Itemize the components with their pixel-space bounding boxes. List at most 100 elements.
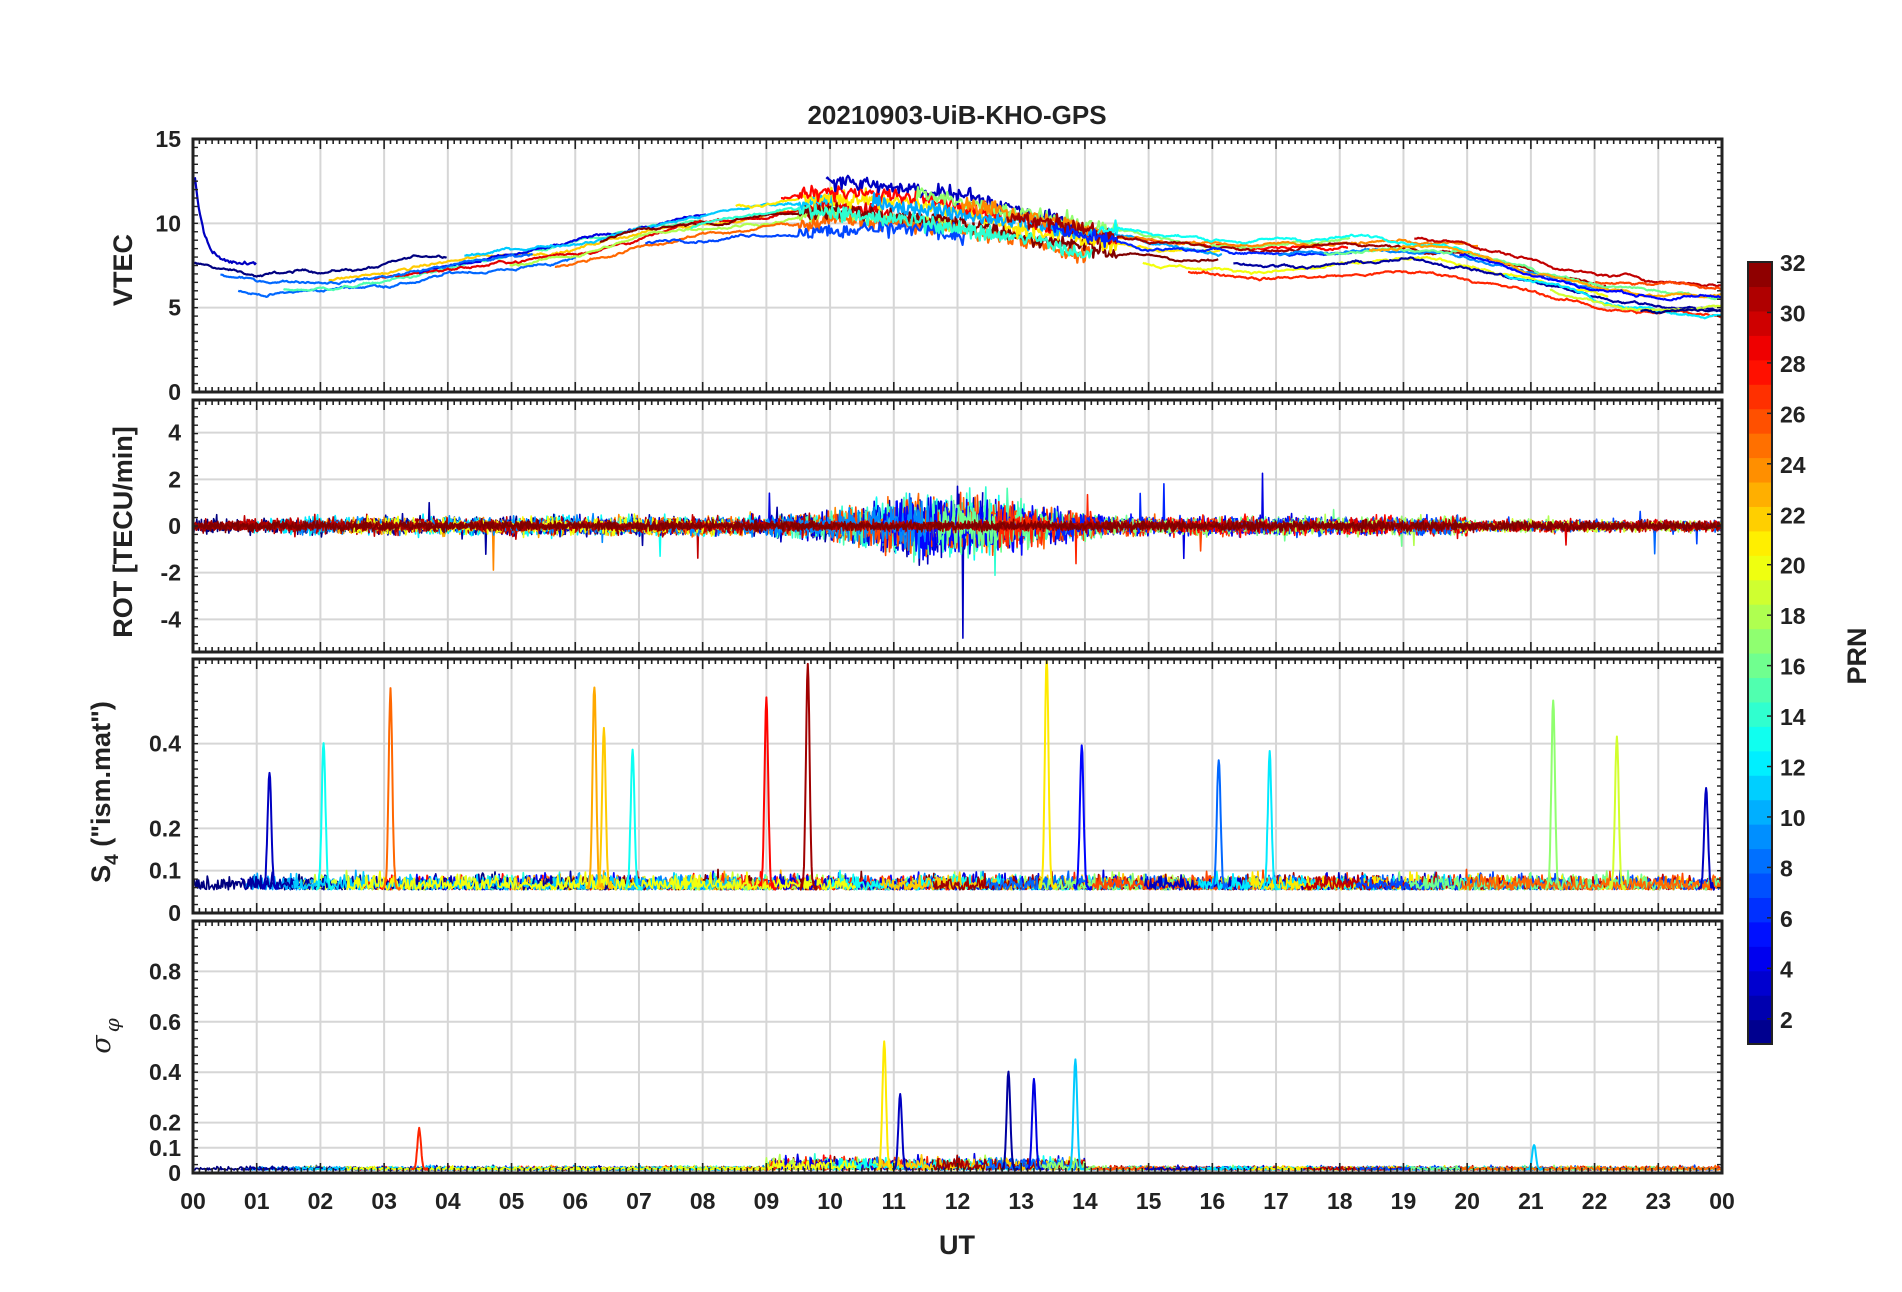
y-tick-label: 10 bbox=[155, 210, 181, 236]
y-tick-label: 0 bbox=[168, 379, 181, 405]
x-tick-label: 19 bbox=[1391, 1188, 1417, 1214]
colorbar-tick-label: 24 bbox=[1780, 452, 1806, 478]
y-tick-label: 0 bbox=[168, 513, 181, 539]
colorbar-segment bbox=[1748, 824, 1772, 850]
vtec-line bbox=[825, 174, 1095, 238]
colorbar-tick-label: 26 bbox=[1780, 401, 1806, 427]
colorbar-segment bbox=[1748, 359, 1772, 385]
spike-line bbox=[1697, 787, 1716, 891]
x-tick-label: 00 bbox=[1709, 1188, 1735, 1214]
colorbar-frame bbox=[1747, 261, 1773, 1045]
colorbar-segment bbox=[1748, 775, 1772, 801]
colorbar-tick-label: 16 bbox=[1780, 654, 1806, 680]
colorbar-segment bbox=[1748, 848, 1772, 874]
colorbar-tick-label: 4 bbox=[1780, 956, 1793, 982]
s4-series bbox=[192, 658, 1723, 891]
vtec-line bbox=[192, 254, 447, 278]
sigma-phi-axis-label-sub: φ bbox=[100, 1018, 124, 1032]
spike-line bbox=[624, 748, 644, 891]
x-axis-label: UT bbox=[939, 1230, 975, 1260]
colorbar-segment bbox=[1748, 286, 1772, 312]
x-tick-label: 17 bbox=[1263, 1188, 1289, 1214]
y-tick-label: 4 bbox=[168, 420, 181, 446]
spike-line bbox=[315, 742, 334, 891]
x-tick-label: 00 bbox=[180, 1188, 206, 1214]
y-tick-label: 0.2 bbox=[149, 815, 181, 841]
x-tick-label: 23 bbox=[1645, 1188, 1671, 1214]
axes: 0 5 10 15 bbox=[155, 126, 1724, 405]
colorbar-segment bbox=[1748, 946, 1772, 972]
vtec-line bbox=[1142, 255, 1609, 298]
x-tick-label: 21 bbox=[1518, 1188, 1544, 1214]
y-tick-label: 0.8 bbox=[149, 958, 181, 984]
colorbar-tick-label: 32 bbox=[1780, 250, 1806, 276]
colorbar-segment bbox=[1748, 604, 1772, 630]
spike-line bbox=[1525, 1144, 1544, 1171]
vtec-line bbox=[599, 202, 1219, 263]
spike-line bbox=[1073, 744, 1093, 891]
colorbar-tick-label: 28 bbox=[1780, 351, 1806, 377]
colorbar-tick-label: 30 bbox=[1780, 300, 1806, 326]
y-tick-label: 0 bbox=[168, 1160, 181, 1186]
colorbar-segment bbox=[1748, 555, 1772, 581]
colorbar-segment bbox=[1748, 701, 1772, 727]
vtec-line bbox=[1052, 222, 1353, 257]
vtec-line bbox=[193, 177, 257, 266]
colorbar-label: PRN bbox=[1842, 627, 1872, 684]
grid bbox=[193, 921, 1722, 1173]
x-tick-label: 06 bbox=[562, 1188, 588, 1214]
vtec-axis-label: VTEC bbox=[108, 234, 138, 306]
rot-axis-label: ROT [TECU/min] bbox=[108, 426, 138, 637]
colorbar-tick-label: 10 bbox=[1780, 805, 1806, 831]
spike-line bbox=[875, 1040, 895, 1171]
x-tick-label: 10 bbox=[817, 1188, 843, 1214]
x-tick-label: 15 bbox=[1136, 1188, 1162, 1214]
spike-line bbox=[1544, 699, 1564, 891]
y-tick-label: 0.6 bbox=[149, 1009, 181, 1035]
x-tick-label: 07 bbox=[626, 1188, 652, 1214]
s4-line bbox=[1461, 873, 1722, 891]
x-tick-label: 01 bbox=[244, 1188, 270, 1214]
colorbar-segment bbox=[1748, 726, 1772, 752]
colorbar-segment bbox=[1748, 262, 1772, 288]
colorbar-tick-label: 6 bbox=[1780, 906, 1793, 932]
vtec-line bbox=[464, 192, 835, 257]
colorbar-segment bbox=[1748, 1019, 1772, 1045]
s4-axis-label: S4 ("ism.mat") bbox=[86, 701, 123, 883]
spike-line bbox=[799, 662, 819, 891]
colorbar-tick-label: 22 bbox=[1780, 502, 1806, 528]
vtec-line bbox=[644, 220, 965, 246]
rot-series bbox=[192, 472, 1723, 639]
x-tick-label: 12 bbox=[945, 1188, 971, 1214]
s4-panel: 0 0.1 0.2 0.4 bbox=[149, 657, 1724, 926]
x-tick-label: 18 bbox=[1327, 1188, 1353, 1214]
colorbar-tick-label: 8 bbox=[1780, 855, 1793, 881]
sigma-phi-axis-label: σφ bbox=[86, 1018, 124, 1053]
colorbar-segment bbox=[1748, 799, 1772, 825]
vtec-series bbox=[192, 174, 1723, 320]
colorbar-segment bbox=[1748, 970, 1772, 996]
grid bbox=[193, 139, 1722, 392]
y-tick-label: -2 bbox=[161, 560, 181, 586]
colorbar-segment bbox=[1748, 897, 1772, 923]
spike-line bbox=[1210, 759, 1229, 890]
colorbar-segment bbox=[1748, 995, 1772, 1021]
spike-line bbox=[381, 687, 402, 891]
vtec-line bbox=[1233, 256, 1722, 312]
vtec-line bbox=[1595, 280, 1722, 290]
x-tick-label: 05 bbox=[499, 1188, 525, 1214]
colorbar-segment bbox=[1748, 921, 1772, 947]
colorbar-segment bbox=[1748, 530, 1772, 556]
y-tick-label: 0.1 bbox=[149, 858, 181, 884]
vtec-panel: 0 5 10 15 bbox=[155, 126, 1724, 405]
vtec-line bbox=[690, 203, 1093, 259]
axes: 00.10.2 0.4 0.6 0.8 bbox=[149, 919, 1724, 1186]
s4-axis-label-rest: ("ism.mat") bbox=[86, 701, 116, 854]
sigma-phi-panel: 00.10.2 0.4 0.6 0.8 bbox=[149, 919, 1724, 1186]
y-tick-label: 0.2 bbox=[149, 1110, 181, 1136]
spike-line bbox=[595, 726, 615, 890]
y-tick-label: -4 bbox=[161, 606, 182, 632]
vtec-line bbox=[1368, 244, 1723, 299]
